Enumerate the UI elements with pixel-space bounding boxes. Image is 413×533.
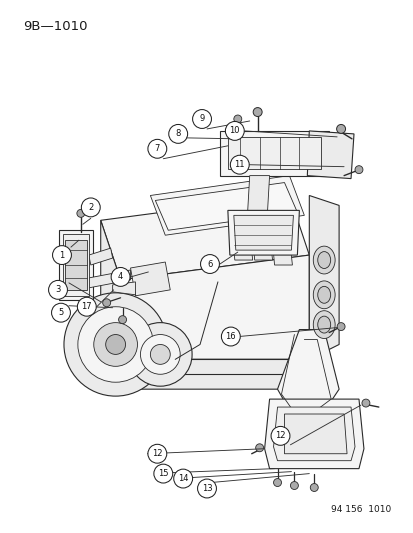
Circle shape [77, 297, 96, 316]
Polygon shape [59, 230, 93, 300]
Ellipse shape [317, 252, 330, 269]
Circle shape [77, 209, 85, 217]
Circle shape [140, 335, 180, 374]
Circle shape [310, 483, 318, 491]
Text: 10: 10 [229, 126, 240, 135]
Polygon shape [273, 407, 354, 461]
Polygon shape [284, 414, 346, 454]
Polygon shape [100, 196, 309, 280]
Circle shape [105, 335, 125, 354]
Circle shape [150, 344, 170, 365]
Ellipse shape [313, 281, 335, 309]
Polygon shape [155, 183, 297, 230]
Text: 15: 15 [158, 469, 168, 478]
Circle shape [147, 139, 166, 158]
Circle shape [233, 115, 241, 123]
Polygon shape [112, 282, 135, 295]
Polygon shape [100, 359, 309, 374]
Circle shape [52, 246, 71, 264]
Polygon shape [110, 359, 309, 389]
Circle shape [81, 198, 100, 217]
Polygon shape [306, 131, 353, 179]
Circle shape [354, 166, 362, 174]
Ellipse shape [313, 311, 335, 338]
Text: 12: 12 [152, 449, 162, 458]
Polygon shape [233, 215, 293, 250]
Circle shape [225, 122, 244, 140]
Circle shape [147, 445, 166, 463]
Circle shape [197, 479, 216, 498]
Polygon shape [232, 233, 252, 260]
Text: 2: 2 [88, 203, 93, 212]
Polygon shape [130, 262, 170, 296]
Circle shape [271, 426, 289, 445]
Text: 94 156  1010: 94 156 1010 [330, 505, 390, 514]
Text: 7: 7 [154, 144, 160, 154]
Polygon shape [227, 211, 299, 255]
Text: 14: 14 [178, 474, 188, 483]
Circle shape [230, 155, 249, 174]
Circle shape [52, 303, 70, 322]
Circle shape [118, 316, 126, 324]
Text: 13: 13 [201, 484, 212, 493]
Text: 3: 3 [55, 285, 61, 294]
Ellipse shape [317, 286, 330, 303]
Circle shape [192, 110, 211, 128]
Circle shape [200, 255, 219, 273]
Circle shape [221, 327, 240, 346]
Text: 9B—1010: 9B—1010 [23, 20, 88, 33]
Polygon shape [88, 248, 112, 265]
Polygon shape [219, 131, 328, 175]
Circle shape [78, 306, 153, 382]
Ellipse shape [313, 246, 335, 274]
Text: 5: 5 [58, 308, 64, 317]
Circle shape [336, 322, 344, 330]
Polygon shape [65, 240, 87, 290]
Text: 16: 16 [225, 332, 235, 341]
Circle shape [253, 108, 261, 117]
Polygon shape [247, 175, 269, 211]
Polygon shape [88, 270, 130, 288]
Circle shape [361, 399, 369, 407]
Circle shape [255, 444, 263, 452]
Circle shape [64, 293, 167, 396]
Circle shape [154, 464, 172, 483]
Polygon shape [272, 238, 292, 265]
Circle shape [173, 469, 192, 488]
Polygon shape [264, 399, 363, 469]
Text: 17: 17 [81, 302, 92, 311]
Text: 9: 9 [199, 115, 204, 124]
Polygon shape [100, 220, 120, 359]
Ellipse shape [317, 316, 330, 333]
Circle shape [102, 299, 110, 306]
Polygon shape [63, 234, 88, 296]
Circle shape [48, 280, 67, 299]
Polygon shape [150, 175, 304, 235]
Circle shape [128, 322, 192, 386]
Text: 6: 6 [207, 260, 212, 269]
Text: 4: 4 [118, 272, 123, 281]
Circle shape [93, 322, 137, 366]
Text: 8: 8 [175, 130, 180, 139]
Circle shape [111, 268, 130, 286]
Circle shape [169, 125, 187, 143]
Text: 12: 12 [275, 431, 285, 440]
Circle shape [273, 479, 281, 487]
Text: 11: 11 [234, 160, 244, 169]
Polygon shape [309, 196, 338, 359]
Circle shape [290, 481, 298, 489]
Polygon shape [252, 233, 272, 260]
Polygon shape [120, 255, 309, 359]
Circle shape [336, 125, 345, 133]
Text: 1: 1 [59, 251, 64, 260]
Polygon shape [277, 329, 338, 419]
Polygon shape [227, 137, 320, 168]
